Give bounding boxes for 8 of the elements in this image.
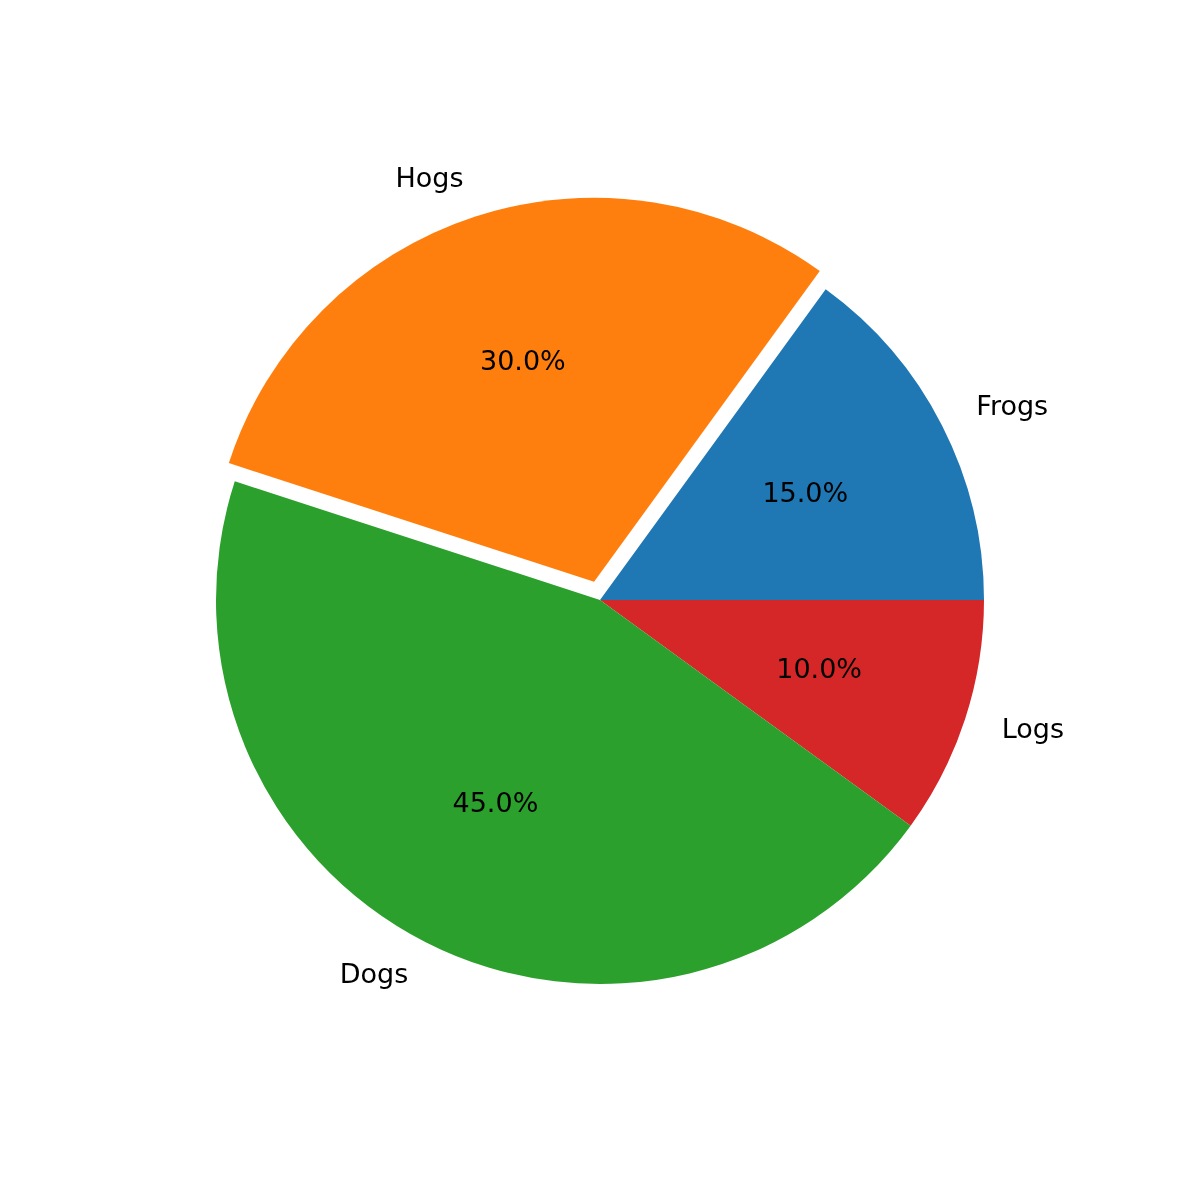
data-label: 15.0% [762, 477, 849, 509]
slice-label: Frogs [976, 390, 1049, 422]
slice-label: Dogs [339, 958, 409, 990]
data-label: 30.0% [479, 344, 566, 376]
slice-label: Logs [1001, 712, 1065, 744]
data-label: 45.0% [452, 787, 539, 819]
slice-label: Hogs [395, 162, 464, 194]
data-label: 10.0% [776, 653, 863, 685]
